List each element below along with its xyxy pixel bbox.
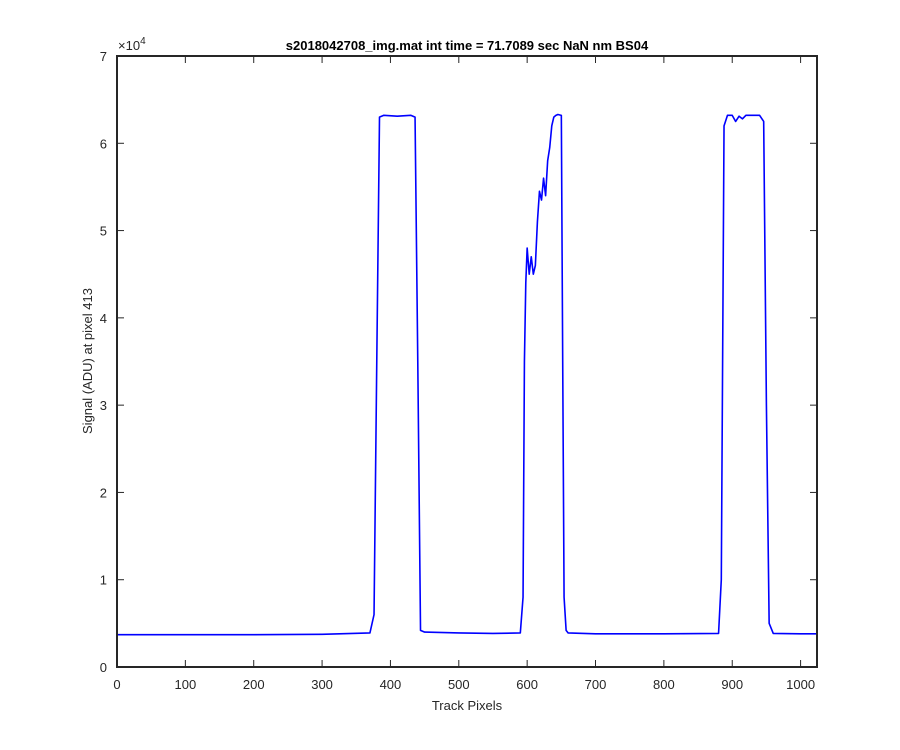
x-tick-label-7: 700 <box>585 677 607 692</box>
y-tick-label-7: 7 <box>100 49 107 64</box>
y-axis-exponent: ×104 <box>118 36 146 53</box>
x-tick-label-9: 900 <box>721 677 743 692</box>
y-axis-ticks: 0 1 2 3 4 5 6 7 <box>100 49 817 675</box>
x-tick-label-6: 600 <box>516 677 538 692</box>
plot-background <box>117 56 817 667</box>
x-tick-label-1: 100 <box>175 677 197 692</box>
y-tick-label-4: 4 <box>100 311 107 326</box>
y-tick-label-6: 6 <box>100 136 107 151</box>
y-tick-label-2: 2 <box>100 485 107 500</box>
plot-line-layer <box>117 113 817 636</box>
y-axis-exponent-power: 4 <box>140 36 146 47</box>
x-tick-label-10: 1000 <box>786 677 815 692</box>
x-tick-label-3: 300 <box>311 677 333 692</box>
y-axis-exponent-base: ×10 <box>118 38 140 53</box>
plot-area-box <box>116 55 818 668</box>
series-line-0 <box>117 113 817 636</box>
chart-title: s2018042708_img.mat int time = 71.7089 s… <box>286 38 649 53</box>
y-tick-label-3: 3 <box>100 398 107 413</box>
x-tick-label-2: 200 <box>243 677 265 692</box>
x-axis-ticks: 0 100 200 300 400 500 600 700 800 900 1000 <box>113 56 815 692</box>
x-tick-label-4: 400 <box>380 677 402 692</box>
y-tick-label-0: 0 <box>100 660 107 675</box>
x-axis-label: Track Pixels <box>432 698 503 713</box>
x-tick-label-5: 500 <box>448 677 470 692</box>
x-tick-label-0: 0 <box>113 677 120 692</box>
x-tick-label-8: 800 <box>653 677 675 692</box>
y-tick-label-1: 1 <box>100 573 107 588</box>
y-tick-label-5: 5 <box>100 224 107 239</box>
y-axis-label: Signal (ADU) at pixel 413 <box>80 288 95 434</box>
